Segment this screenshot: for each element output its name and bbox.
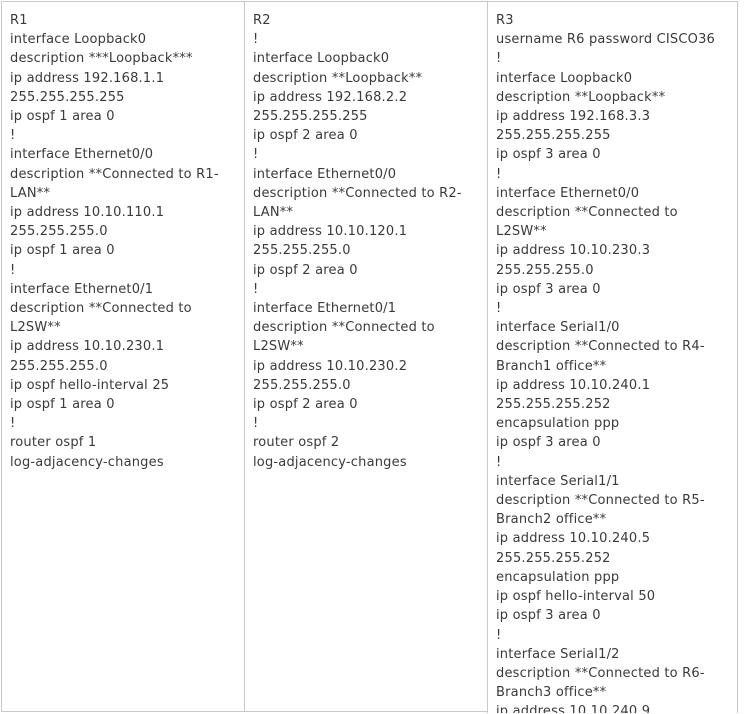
config-column-r2: R2 ! interface Loopback0 description **L… (244, 1, 488, 712)
config-text-r1: interface Loopback0 description ***Loopb… (10, 32, 219, 470)
router-name-r2: R2 (253, 13, 271, 28)
config-column-r3: R3 username R6 password CISCO36 ! interf… (487, 1, 738, 713)
config-text-r2: ! interface Loopback0 description **Loop… (253, 32, 462, 470)
config-column-r1: R1 interface Loopback0 description ***Lo… (1, 1, 245, 712)
router-name-r1: R1 (10, 13, 28, 28)
router-name-r3: R3 (496, 13, 514, 28)
config-text-r3: username R6 password CISCO36 ! interface… (496, 32, 716, 713)
